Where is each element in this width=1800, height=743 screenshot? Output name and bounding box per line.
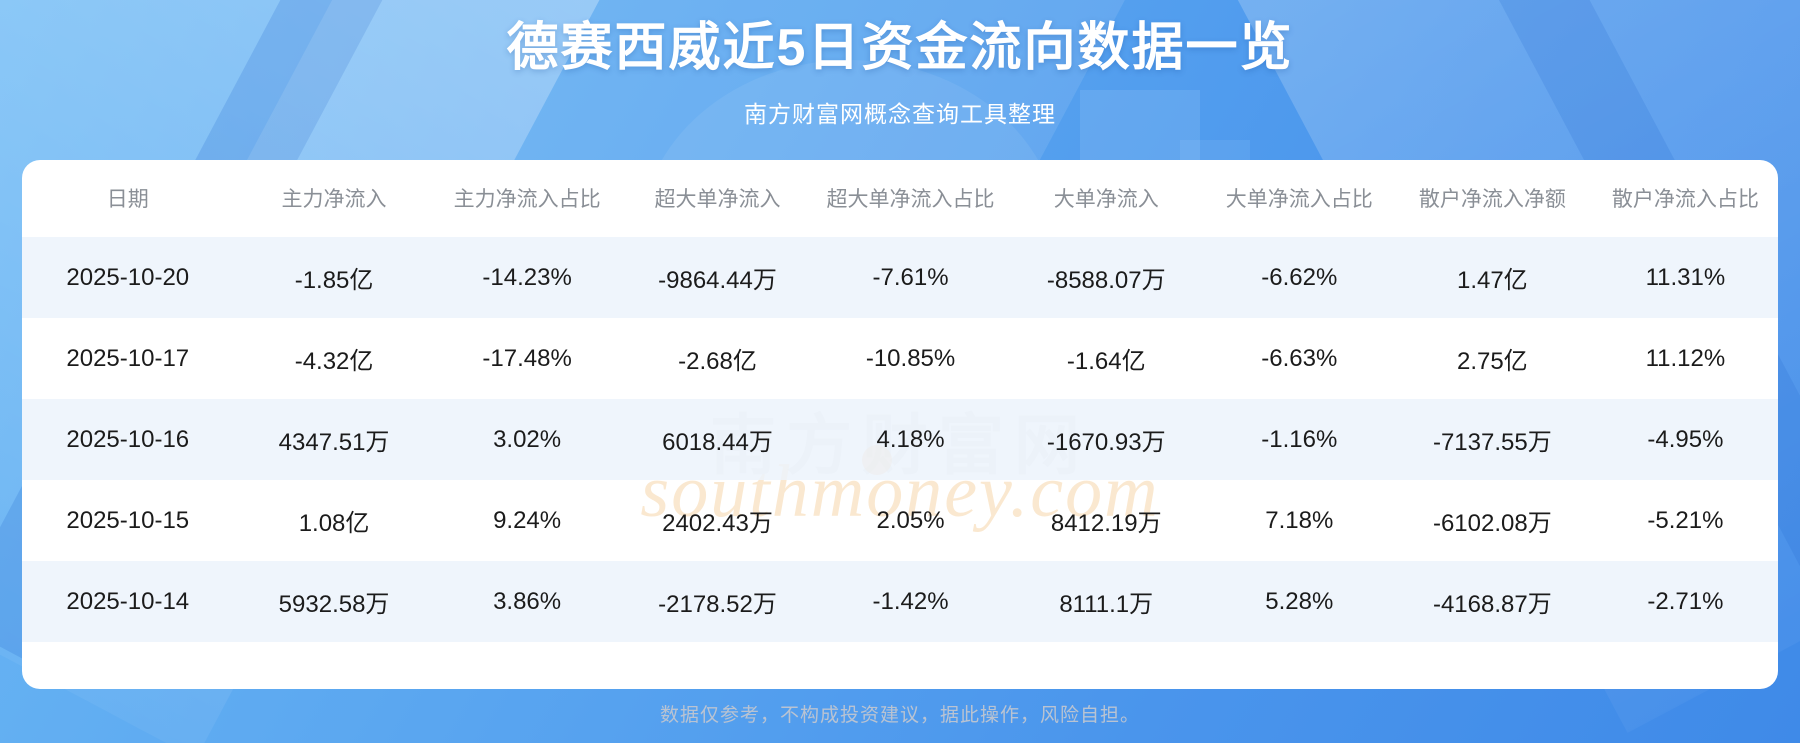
cell-main-pct: 9.24% [493,506,562,534]
cell-date: 2025-10-20 [22,237,234,319]
column-header-main-net: 主力净流入 [281,188,387,211]
cell-retail-net: -4168.87万 [1391,561,1593,643]
cell-date: 2025-10-16 [22,399,234,481]
cell-lg-net: -1670.93万 [1005,399,1207,481]
column-header-xl-net: 超大单净流入 [654,188,781,211]
cell-xl-pct: -10.85% [865,344,956,372]
column-header-date: 日期 [106,188,149,211]
table-row: 2025-10-16 4347.51万 3.02% 6018.44万 4.18%… [22,399,1778,481]
cell-xl-net: 6018.44万 [619,399,816,481]
cell-main-pct: 3.86% [434,561,620,643]
cell-main-net: 1.08亿 [298,510,370,538]
page-subtitle: 南方财富网概念查询工具整理 [744,101,1056,127]
data-table-card: 南方财富网 southmoney.com 日期 主力净流入 主力净流入占比 超大… [22,160,1778,689]
cell-retail-net: -6102.08万 [1432,510,1552,538]
cell-main-net: -1.85亿 [233,237,435,319]
cell-main-net: 4347.51万 [233,399,435,481]
cell-xl-net: -2.68亿 [678,348,757,376]
column-header-retail-net: 散户净流入净额 [1418,188,1566,211]
fund-flow-table: 日期 主力净流入 主力净流入占比 超大单净流入 超大单净流入占比 大单净流入 大… [22,160,1778,643]
table-head: 日期 主力净流入 主力净流入占比 超大单净流入 超大单净流入占比 大单净流入 大… [22,160,1778,237]
cell-xl-pct: -1.42% [815,561,1006,643]
disclaimer-footer: 数据仅参考，不构成投资建议，据此操作，风险自担。 [659,705,1140,726]
column-header-retail-pct: 散户净流入占比 [1611,188,1759,211]
table-row: 2025-10-20 -1.85亿 -14.23% -9864.44万 -7.6… [22,237,1778,319]
page-header: 德赛西威近5日资金流向数据一览 南方财富网概念查询工具整理 [0,0,1800,129]
cell-main-net: -4.32亿 [294,348,374,376]
cell-lg-pct: 5.28% [1206,561,1392,643]
cell-lg-pct: 7.18% [1265,506,1334,534]
cell-retail-pct: -2.71% [1592,561,1778,643]
table-row: 2025-10-15 1.08亿 9.24% 2402.43万 2.05% 84… [22,480,1778,561]
page-title: 德赛西威近5日资金流向数据一览 [506,19,1294,77]
cell-xl-pct: -7.61% [815,237,1006,319]
cell-main-pct: 3.02% [434,399,620,481]
cell-retail-pct: 11.12% [1645,344,1726,372]
cell-xl-net: -9864.44万 [619,237,816,319]
table-row: 2025-10-17 -4.32亿 -17.48% -2.68亿 -10.85%… [22,318,1778,399]
column-header-lg-pct: 大单净流入占比 [1225,188,1373,211]
table-header-row: 日期 主力净流入 主力净流入占比 超大单净流入 超大单净流入占比 大单净流入 大… [22,160,1778,237]
cell-main-pct: -14.23% [434,237,620,319]
cell-lg-net: -8588.07万 [1005,237,1207,319]
cell-xl-net: -2178.52万 [619,561,816,643]
cell-lg-net: 8111.1万 [1005,561,1207,643]
cell-main-net: 5932.58万 [233,561,435,643]
cell-retail-net: 1.47亿 [1391,237,1593,319]
column-header-main-pct: 主力净流入占比 [453,188,601,211]
cell-lg-net: -1.64亿 [1066,348,1146,376]
cell-xl-pct: 4.18% [815,399,1006,481]
cell-lg-net: 8412.19万 [1050,510,1162,538]
cell-main-pct: -17.48% [482,344,572,372]
cell-retail-pct: 11.31% [1592,237,1778,319]
cell-date: 2025-10-15 [66,506,190,534]
table-body: 2025-10-20 -1.85亿 -14.23% -9864.44万 -7.6… [22,237,1778,643]
column-header-xl-pct: 超大单净流入占比 [826,188,995,211]
cell-xl-net: 2402.43万 [662,510,773,538]
cell-xl-pct: 2.05% [876,506,945,534]
cell-lg-pct: -6.62% [1206,237,1392,319]
cell-retail-pct: -4.95% [1592,399,1778,481]
cell-lg-pct: -1.16% [1206,399,1392,481]
cell-date: 2025-10-17 [66,344,190,372]
cell-date: 2025-10-14 [22,561,234,643]
cell-retail-net: 2.75亿 [1456,348,1528,376]
cell-retail-pct: -5.21% [1647,506,1724,534]
table-row: 2025-10-14 5932.58万 3.86% -2178.52万 -1.4… [22,561,1778,643]
column-header-lg-net: 大单净流入 [1053,188,1159,211]
cell-retail-net: -7137.55万 [1391,399,1593,481]
cell-lg-pct: -6.63% [1261,344,1338,372]
